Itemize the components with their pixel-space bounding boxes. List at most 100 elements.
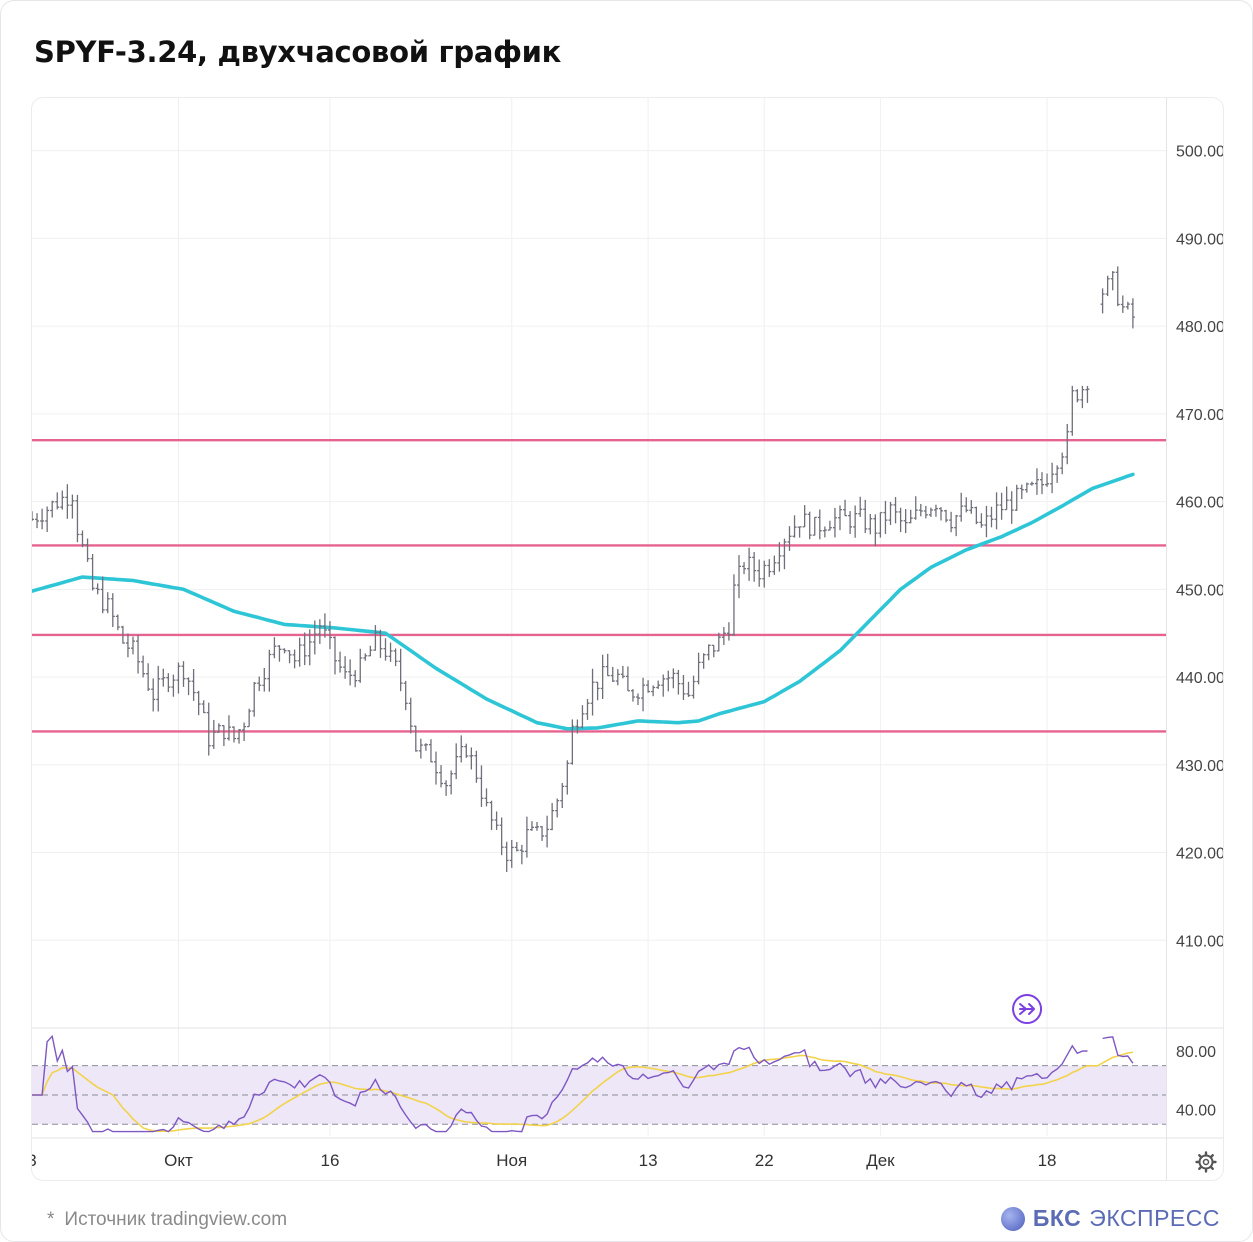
price-bar — [888, 501, 893, 525]
price-bar — [141, 655, 146, 678]
price-bar — [610, 666, 615, 682]
time-axis-label: 22 — [755, 1151, 774, 1170]
price-bar — [403, 680, 408, 711]
price-bar — [721, 627, 726, 645]
price-bar — [201, 700, 206, 714]
price-bar — [863, 499, 868, 534]
price-bar — [742, 562, 747, 575]
price-bar — [378, 629, 383, 658]
price-bar — [903, 509, 908, 534]
price-bar — [151, 678, 156, 712]
price-bar — [630, 689, 635, 702]
price-bar — [540, 826, 545, 841]
gear-icon[interactable] — [1195, 1151, 1217, 1173]
price-bar — [80, 530, 85, 548]
price-bar — [656, 680, 661, 689]
price-bar — [671, 668, 676, 689]
price-bar — [918, 503, 923, 517]
price-bar — [509, 840, 514, 868]
price-bar — [125, 633, 130, 658]
brand-name-rest: ЭКСПРЕСС — [1089, 1205, 1220, 1231]
price-bar — [666, 670, 671, 692]
price-bar — [338, 651, 343, 673]
price-bar — [706, 644, 711, 661]
price-bar — [600, 654, 605, 699]
price-bar — [1024, 482, 1029, 493]
chart-canvas[interactable]: 410.00 420.00 430.00 440.00 450.00 460.00 470.… — [32, 98, 1223, 1180]
price-bar — [353, 670, 358, 688]
price-bar — [550, 803, 555, 831]
price-axis-label: 440.00 — [1176, 670, 1223, 687]
price-bar — [449, 770, 454, 795]
brand-sphere-icon — [1000, 1206, 1025, 1231]
price-bar — [984, 505, 989, 538]
tradingview-chart[interactable]: 410.00 420.00 430.00 440.00 450.00 460.00 470.… — [31, 97, 1224, 1181]
price-bar — [499, 817, 504, 856]
price-bar — [146, 663, 151, 692]
moving-average-line — [32, 472, 1135, 731]
time-axis-label: 13 — [639, 1151, 658, 1170]
price-bar — [636, 693, 640, 706]
price-bar — [1065, 423, 1070, 465]
price-bar — [166, 673, 171, 693]
price-bar — [418, 738, 423, 759]
price-bar — [292, 649, 297, 669]
price-bar — [1125, 301, 1130, 310]
price-bar — [444, 780, 449, 796]
price-bar — [176, 662, 181, 694]
price-bar — [479, 765, 484, 807]
price-bar — [272, 637, 277, 659]
price-bar — [226, 715, 231, 741]
price-bar — [136, 634, 141, 674]
price-bar — [408, 697, 413, 734]
source-note: * Источник tradingview.com — [47, 1209, 287, 1231]
price-bar — [797, 526, 802, 538]
rsi-line — [32, 1034, 1134, 1133]
price-bar — [832, 507, 837, 538]
price-bar — [434, 751, 438, 785]
price-bar — [1055, 465, 1060, 483]
time-axis-label: 18 — [1038, 1151, 1057, 1170]
price-bar — [691, 675, 696, 699]
price-bar — [110, 593, 115, 628]
price-bar — [368, 645, 373, 657]
price-bar — [565, 760, 570, 795]
price-bar — [1110, 271, 1115, 291]
price-bar — [40, 508, 45, 530]
price-bar — [1014, 484, 1019, 511]
price-bar — [120, 625, 125, 644]
price-bar — [388, 642, 393, 662]
arrow-right-circle-icon[interactable] — [1012, 994, 1043, 1024]
price-bar — [782, 538, 787, 570]
grid — [32, 98, 1166, 1136]
price-bar — [484, 788, 489, 807]
price-bar — [757, 559, 762, 587]
price-axis-label: 430.00 — [1176, 758, 1223, 775]
price-bar — [32, 511, 34, 521]
price-bar — [181, 661, 186, 687]
price-bar — [883, 500, 888, 534]
price-bar — [625, 666, 630, 692]
price-bar — [913, 496, 918, 520]
price-axis-label: 480.00 — [1176, 319, 1223, 336]
price-bar — [474, 750, 479, 783]
price-bar — [949, 511, 954, 533]
price-axis-label: 450.00 — [1176, 582, 1223, 599]
price-bar — [186, 677, 191, 696]
price-bar — [277, 645, 282, 662]
rsi-axis-label: 80.00 — [1176, 1044, 1216, 1061]
time-axis-label: 3 — [32, 1151, 37, 1170]
price-axis-label: 490.00 — [1176, 231, 1223, 248]
price-bar — [333, 636, 337, 675]
price-bar — [1040, 472, 1044, 495]
price-bar — [459, 735, 464, 763]
rsi-pane — [32, 1034, 1166, 1133]
price-bar — [489, 800, 494, 830]
price-bar — [45, 506, 50, 532]
price-bar — [1130, 298, 1135, 329]
price-bar — [85, 538, 90, 562]
time-axis-label: 16 — [320, 1151, 339, 1170]
price-bar — [1120, 295, 1125, 313]
price-bar — [95, 583, 100, 595]
gear-hub — [1202, 1158, 1210, 1166]
